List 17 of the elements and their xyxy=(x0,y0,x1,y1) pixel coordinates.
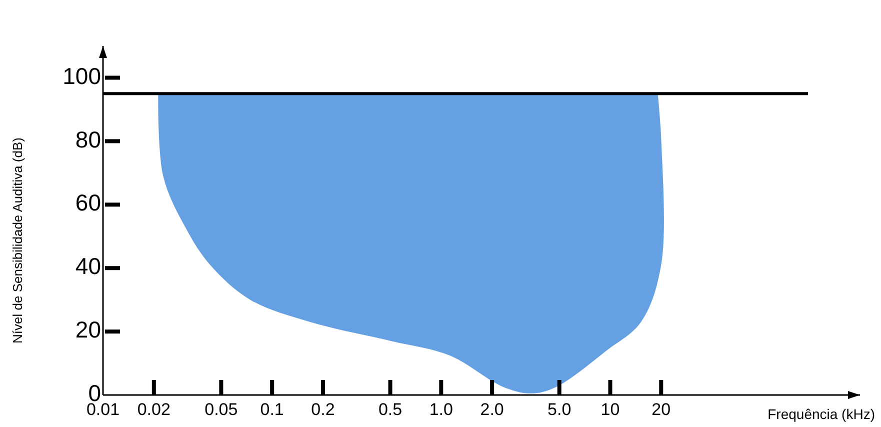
y-axis-title: Nível de Sensibilidade Auditiva (dB) xyxy=(10,138,25,344)
x-tick-label: 0.2 xyxy=(311,400,335,419)
x-tick-label: 1.0 xyxy=(429,400,453,419)
y-tick-label: 80 xyxy=(75,126,101,152)
x-axis-title: Frequência (kHz) xyxy=(768,406,875,422)
x-tick-label: 20 xyxy=(652,400,671,419)
y-tick-label: 60 xyxy=(75,190,101,216)
y-tick-label: 20 xyxy=(75,316,101,343)
x-tick-label: 0.05 xyxy=(204,400,238,419)
x-tick-label: 2.0 xyxy=(480,400,504,419)
x-tick-label: 5.0 xyxy=(548,400,572,419)
x-tick-label: 0.5 xyxy=(378,400,402,419)
x-tick-label: 0.02 xyxy=(137,400,170,419)
x-tick-label: 0.1 xyxy=(260,400,284,419)
x-tick-label: 10 xyxy=(600,400,620,419)
y-tick-label: 100 xyxy=(62,62,101,89)
y-tick-label: 40 xyxy=(75,253,101,280)
